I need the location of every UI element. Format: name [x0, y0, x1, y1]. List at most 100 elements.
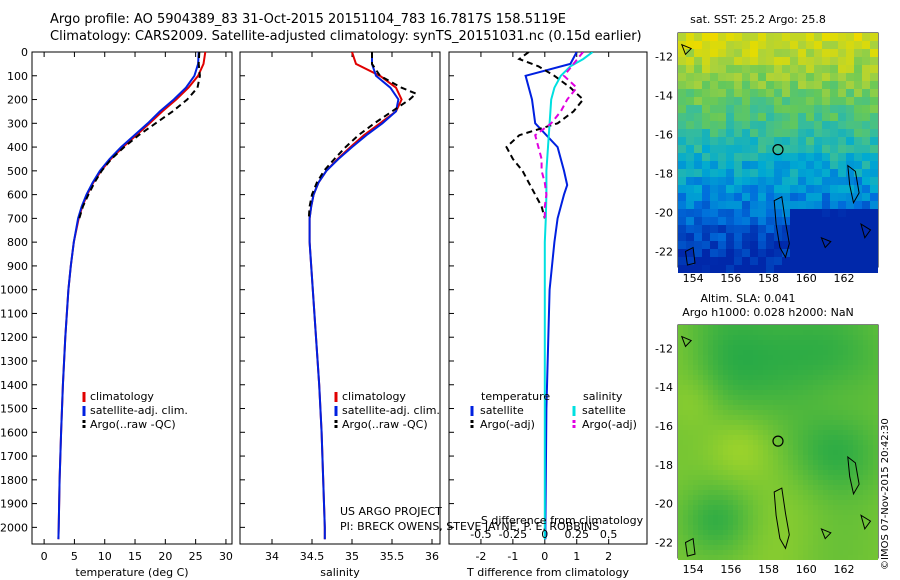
map-cell — [758, 555, 763, 560]
map-cell — [778, 390, 783, 395]
map-cell — [853, 405, 858, 410]
map-cell — [782, 81, 790, 89]
legend-label: satellite — [480, 404, 524, 417]
map-cell — [768, 550, 773, 555]
map-cell — [773, 470, 778, 475]
map-cell — [718, 445, 723, 450]
map-cell — [783, 365, 788, 370]
map-cell — [798, 445, 803, 450]
map-cell — [683, 500, 688, 505]
map-cell — [693, 505, 698, 510]
map-cell — [738, 455, 743, 460]
map-cell — [678, 57, 686, 65]
map-cell — [814, 105, 822, 113]
map-cell — [828, 350, 833, 355]
map-cell — [803, 375, 808, 380]
map-cell — [783, 335, 788, 340]
map-cell — [733, 475, 738, 480]
map-cell — [803, 340, 808, 345]
map-cell — [678, 257, 686, 265]
map-cell — [733, 540, 738, 545]
map-cell — [768, 430, 773, 435]
map-cell — [678, 415, 683, 420]
map-cell — [688, 485, 693, 490]
map-cell — [803, 400, 808, 405]
map-cell — [823, 350, 828, 355]
map-cell — [823, 455, 828, 460]
map-cell — [843, 405, 848, 410]
map-cell — [863, 400, 868, 405]
map-cell — [733, 545, 738, 550]
map-cell — [718, 455, 723, 460]
map-cell — [768, 335, 773, 340]
map-cell — [813, 525, 818, 530]
map-cell — [848, 505, 853, 510]
map-cell — [803, 500, 808, 505]
map-cell — [758, 193, 766, 201]
map-cell — [718, 241, 726, 249]
map-cell — [718, 340, 723, 345]
map-cell — [863, 455, 868, 460]
map-cell — [848, 545, 853, 550]
map-cell — [703, 480, 708, 485]
map-cell — [718, 480, 723, 485]
map-cell — [733, 330, 738, 335]
x-tick-label: -1 — [507, 550, 518, 563]
map-cell — [868, 405, 873, 410]
map-cell — [766, 145, 774, 153]
map-cell — [813, 495, 818, 500]
x-tick-label: 5 — [71, 550, 78, 563]
map-cell — [838, 465, 843, 470]
map-cell — [793, 360, 798, 365]
map-cell — [698, 420, 703, 425]
map-cell — [830, 97, 838, 105]
map-cell — [742, 169, 750, 177]
map-cell — [718, 525, 723, 530]
map-cell — [718, 265, 726, 273]
map-cell — [726, 137, 734, 145]
map-cell — [718, 495, 723, 500]
map-cell — [808, 385, 813, 390]
map-cell — [748, 350, 753, 355]
map-cell — [808, 355, 813, 360]
map-cell — [843, 325, 848, 330]
map-cell — [678, 129, 686, 137]
map-cell — [808, 360, 813, 365]
map-cell — [863, 520, 868, 525]
map-cell — [693, 325, 698, 330]
map-cell — [868, 415, 873, 420]
map-cell — [678, 121, 686, 129]
map-cell — [854, 161, 862, 169]
map-cell — [828, 460, 833, 465]
map-cell — [828, 500, 833, 505]
map-cell — [863, 540, 868, 545]
map-cell — [790, 97, 798, 105]
map-cell — [828, 425, 833, 430]
map-cell — [798, 217, 806, 225]
map-cell — [743, 335, 748, 340]
map-cell — [734, 209, 742, 217]
map-cell — [758, 257, 766, 265]
map-cell — [728, 450, 733, 455]
map-cell — [774, 145, 782, 153]
map-cell — [698, 495, 703, 500]
map-cell — [783, 525, 788, 530]
map-cell — [814, 153, 822, 161]
map-cell — [710, 201, 718, 209]
map-cell — [728, 435, 733, 440]
map-cell — [833, 400, 838, 405]
map-cell — [723, 380, 728, 385]
map-cell — [863, 545, 868, 550]
map-cell — [753, 345, 758, 350]
map-cell — [818, 325, 823, 330]
map-cell — [713, 515, 718, 520]
map-cell — [774, 97, 782, 105]
map-cell — [683, 530, 688, 535]
map-cell — [743, 430, 748, 435]
map-cell — [723, 340, 728, 345]
map-cell — [688, 515, 693, 520]
map-cell — [793, 515, 798, 520]
map-cell — [828, 370, 833, 375]
map-cell — [678, 425, 683, 430]
map-cell — [766, 257, 774, 265]
